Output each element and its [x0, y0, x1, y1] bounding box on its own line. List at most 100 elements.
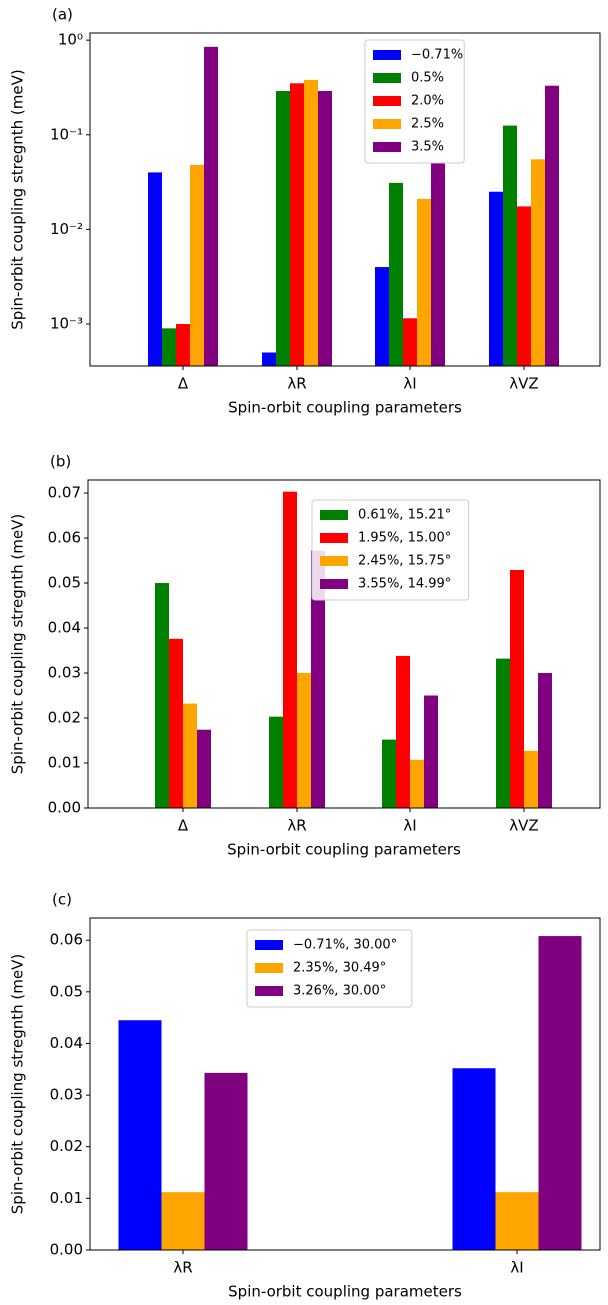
plot-frame: [87, 479, 601, 809]
bar: [183, 703, 197, 808]
y-tick-label: 10⁻²: [50, 220, 83, 238]
x-tick-label: λR: [287, 375, 306, 393]
x-axis-label: Spin-orbit coupling parameters: [227, 841, 461, 859]
x-tick-label: λI: [510, 1259, 523, 1277]
legend-swatch: [373, 142, 401, 152]
y-axis-label: Spin-orbit coupling stregnth (meV): [9, 954, 27, 1214]
bar: [169, 638, 183, 808]
x-tick-label: λVZ: [509, 817, 538, 835]
bar: [410, 759, 424, 808]
bar: [389, 182, 403, 366]
bar: [283, 491, 297, 808]
x-tick-label: λI: [403, 817, 416, 835]
bar: [517, 206, 531, 366]
bar: [531, 159, 545, 366]
plot-frame: [89, 32, 601, 367]
legend-label: 3.55%, 14.99°: [358, 577, 451, 592]
legend-label: 1.95%, 15.00°: [358, 531, 451, 546]
x-tick-label: λR: [287, 817, 306, 835]
bar: [495, 1192, 539, 1250]
bar: [204, 1072, 248, 1250]
bar: [269, 716, 283, 808]
y-tick-label: 0.04: [48, 619, 81, 637]
bar: [290, 83, 304, 366]
panel-label: (c): [52, 891, 72, 909]
bar: [161, 1192, 205, 1250]
bar: [524, 750, 538, 808]
bar: [197, 729, 211, 808]
legend-label: 2.0%: [411, 94, 444, 109]
y-axis-label: Spin-orbit coupling stregnth (meV): [9, 514, 27, 774]
bar: [396, 655, 410, 808]
legend-swatch: [320, 579, 348, 589]
y-tick-label: 0.01: [50, 1189, 83, 1207]
bar: [318, 91, 332, 367]
x-tick-label: λI: [403, 375, 416, 393]
bar: [503, 125, 517, 366]
x-axis-label: Spin-orbit coupling parameters: [228, 1283, 462, 1301]
legend-label: 2.35%, 30.49°: [293, 961, 386, 976]
legend-swatch: [373, 96, 401, 106]
legend-swatch: [320, 533, 348, 543]
bar: [431, 163, 445, 366]
y-tick-label: 10⁰: [58, 31, 83, 49]
bar: [176, 324, 190, 366]
bar: [538, 673, 552, 808]
bar: [382, 739, 396, 808]
bar: [204, 46, 218, 366]
legend-box: [246, 929, 413, 1008]
bar: [417, 198, 431, 366]
bar: [155, 583, 169, 808]
x-tick-label: Δ: [178, 375, 189, 393]
bar: [496, 658, 510, 808]
y-tick-label: 0.05: [50, 982, 83, 1000]
legend-label: 2.5%: [411, 117, 444, 132]
legend-swatch: [255, 986, 283, 996]
panel-label: (b): [50, 453, 71, 471]
y-tick-label: 0.06: [50, 931, 83, 949]
legend-swatch: [255, 940, 283, 950]
bar: [297, 673, 311, 808]
y-tick-label: 0.03: [50, 1086, 83, 1104]
bar: [538, 936, 582, 1250]
y-tick-label: 0.02: [48, 709, 81, 727]
bar: [375, 267, 389, 366]
y-tick-label: 0.07: [48, 484, 81, 502]
legend-label: 2.45%, 15.75°: [358, 554, 451, 569]
bar: [311, 550, 325, 808]
legend-label: 3.5%: [411, 140, 444, 155]
y-tick-label: 0.00: [48, 799, 81, 817]
legend-label: 0.61%, 15.21°: [358, 508, 451, 523]
x-tick-label: λR: [173, 1259, 192, 1277]
y-tick-label: 0.03: [48, 664, 81, 682]
plot-frame: [89, 917, 601, 1251]
bar: [510, 569, 524, 808]
bar: [424, 695, 438, 808]
y-tick-label: 0.01: [48, 754, 81, 772]
legend-swatch: [320, 556, 348, 566]
y-tick-label: 0.00: [50, 1241, 83, 1259]
legend-box: [311, 499, 470, 601]
y-tick-label: 0.04: [50, 1034, 83, 1052]
bar: [545, 85, 559, 367]
legend-label: 0.5%: [411, 71, 444, 86]
legend-label: −0.71%, 30.00°: [293, 938, 397, 953]
legend-swatch: [373, 50, 401, 60]
bar: [276, 91, 290, 367]
y-tick-label: 10⁻¹: [50, 125, 83, 143]
bar: [304, 79, 318, 367]
bar: [452, 1068, 496, 1250]
bar: [262, 352, 276, 366]
y-tick-label: 10⁻³: [50, 315, 83, 333]
x-tick-label: Δ: [178, 817, 189, 835]
legend-label: −0.71%: [411, 48, 463, 63]
bar: [118, 1020, 162, 1250]
legend-swatch: [373, 119, 401, 129]
legend-swatch: [255, 963, 283, 973]
panel-label: (a): [52, 6, 73, 24]
bar: [148, 172, 162, 366]
y-tick-label: 0.06: [48, 529, 81, 547]
legend-swatch: [373, 73, 401, 83]
bar: [403, 318, 417, 366]
